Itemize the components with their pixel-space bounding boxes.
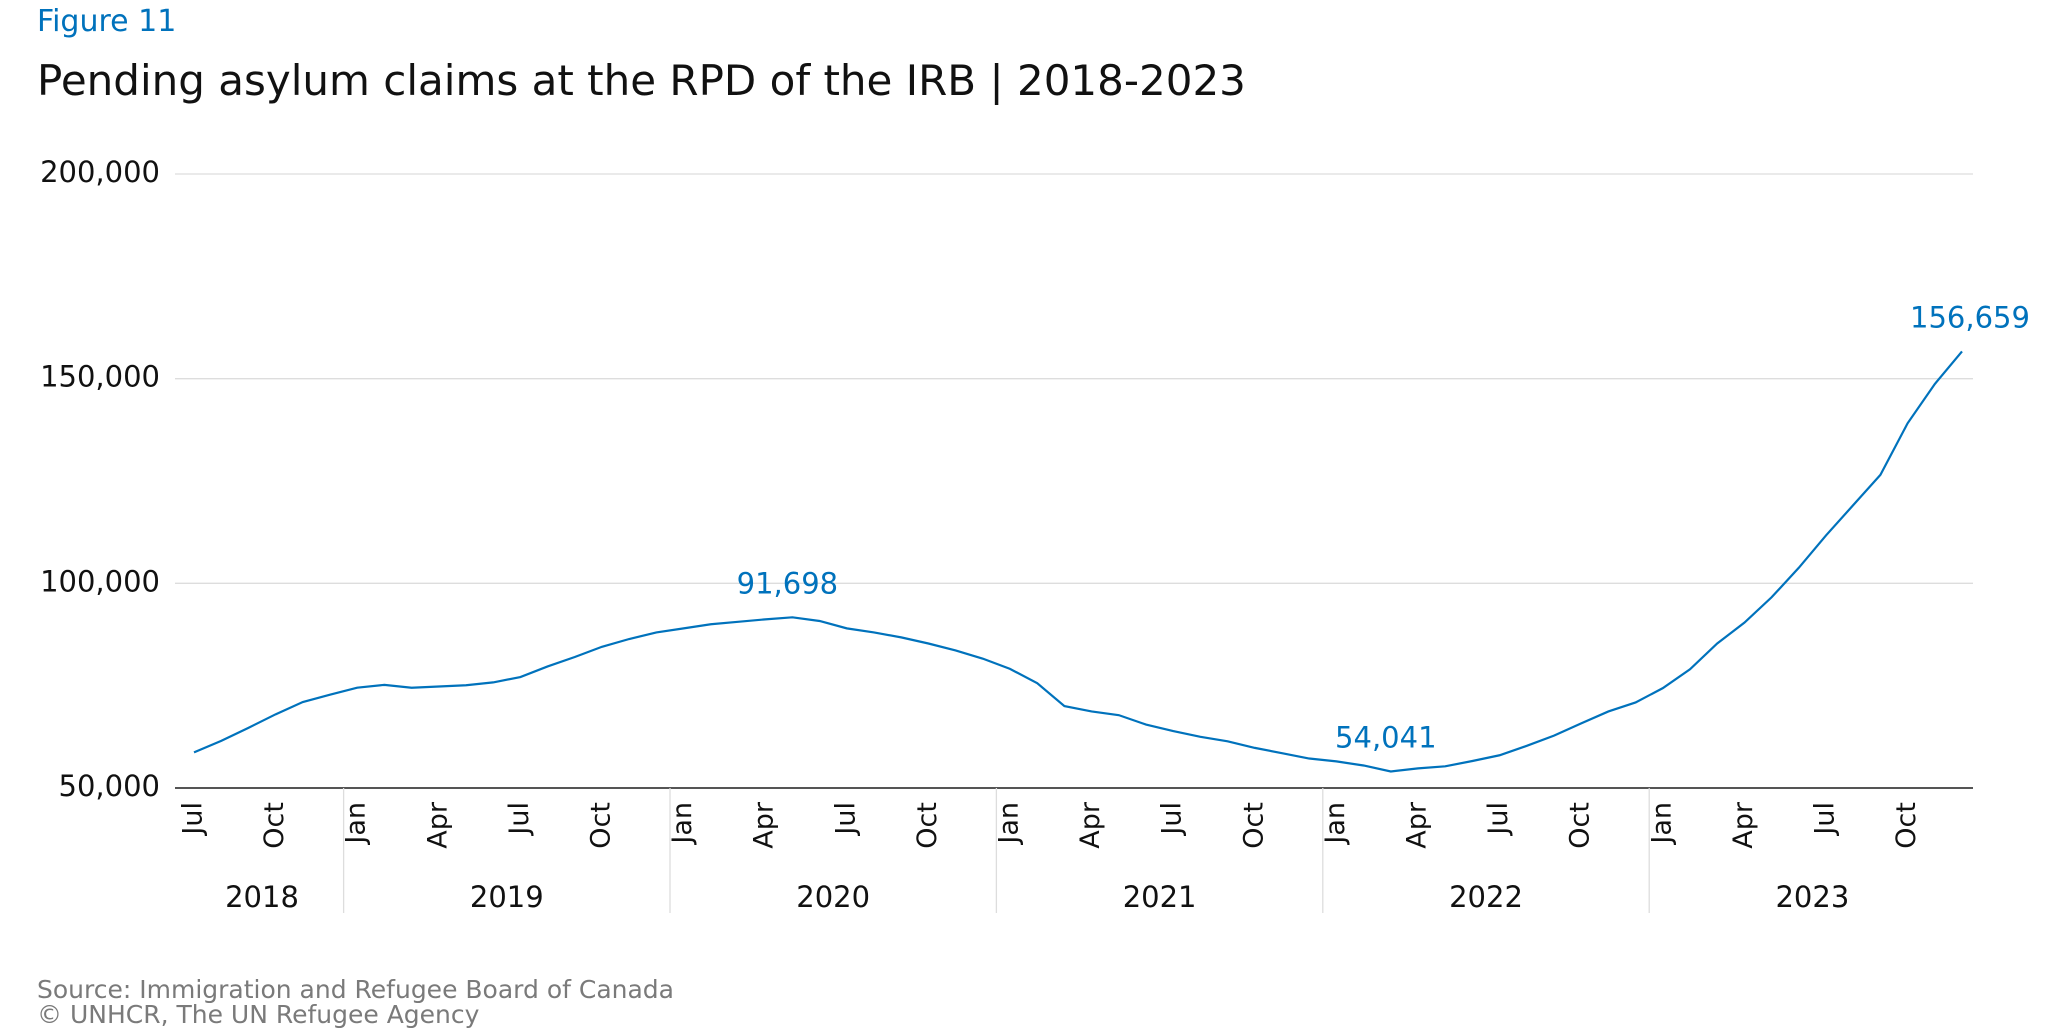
x-tick-label: Oct bbox=[1891, 802, 1922, 849]
x-tick-label: Oct bbox=[1238, 802, 1269, 849]
x-tick-label: Jul bbox=[504, 802, 535, 837]
x-tick-label: Apr bbox=[1075, 801, 1106, 849]
x-tick-label: Jan bbox=[341, 802, 372, 846]
x-tick-label: Jul bbox=[1157, 802, 1188, 837]
x-tick-label: Apr bbox=[1728, 801, 1759, 849]
year-label: 2021 bbox=[1123, 880, 1197, 914]
y-tick-label: 150,000 bbox=[40, 360, 160, 394]
x-tick-label: Apr bbox=[1402, 801, 1433, 849]
y-tick-label: 50,000 bbox=[59, 769, 160, 803]
x-tick-label: Jul bbox=[1483, 802, 1514, 837]
y-tick-label: 200,000 bbox=[40, 155, 160, 189]
x-tick-label: Apr bbox=[422, 801, 453, 849]
x-tick-label: Jan bbox=[667, 802, 698, 846]
x-tick-label: Oct bbox=[259, 802, 290, 849]
x-tick-label: Jul bbox=[178, 802, 209, 837]
x-tick-label: Oct bbox=[912, 802, 943, 849]
data-label: 54,041 bbox=[1335, 720, 1436, 754]
data-label: 156,659 bbox=[1910, 300, 2030, 334]
year-label: 2020 bbox=[796, 880, 870, 914]
x-tick-label: Oct bbox=[586, 802, 617, 849]
x-tick-label: Apr bbox=[749, 801, 780, 849]
year-label: 2018 bbox=[225, 880, 299, 914]
y-tick-label: 100,000 bbox=[40, 564, 160, 598]
year-label: 2022 bbox=[1449, 880, 1523, 914]
x-tick-label: Jul bbox=[1810, 802, 1841, 837]
figure-label: Figure 11 bbox=[37, 4, 176, 39]
chart-title: Pending asylum claims at the RPD of the … bbox=[37, 56, 1246, 105]
x-tick-label: Jan bbox=[994, 802, 1025, 846]
x-tick-label: Jan bbox=[1320, 802, 1351, 846]
x-tick-label: Jul bbox=[830, 802, 861, 837]
source: Source: Immigration and Refugee Board of… bbox=[37, 975, 674, 1004]
line bbox=[193, 350, 1963, 773]
credit: © UNHCR, The UN Refugee Agency bbox=[37, 1000, 480, 1029]
data-label: 91,698 bbox=[737, 566, 838, 600]
x-tick-label: Jan bbox=[1646, 802, 1677, 846]
x-tick-label: Oct bbox=[1565, 802, 1596, 849]
year-label: 2019 bbox=[470, 880, 544, 914]
year-label: 2023 bbox=[1775, 880, 1849, 914]
